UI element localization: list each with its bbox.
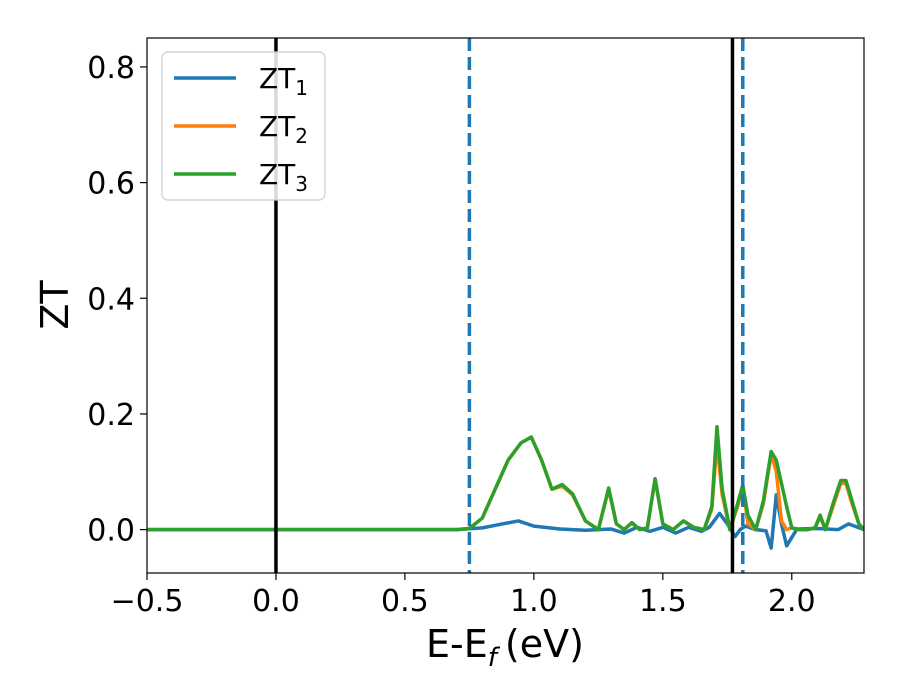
plot-lines bbox=[147, 424, 864, 550]
x-tick-label: 1.5 bbox=[639, 584, 687, 619]
y-axis-label: ZT bbox=[33, 280, 77, 330]
x-tick-label: 1.0 bbox=[510, 584, 558, 619]
x-axis-label-main: E-E bbox=[426, 622, 488, 666]
y-tick-label: 0.0 bbox=[87, 514, 135, 549]
legend-label-subscript: 2 bbox=[295, 124, 308, 148]
plot-frame bbox=[146, 37, 865, 574]
legend-label-zt3: ZT3 bbox=[259, 158, 308, 196]
x-axis-label-unit: (eV) bbox=[505, 622, 584, 666]
legend-label-subscript: 1 bbox=[295, 76, 308, 100]
x-axis-ticks: −0.5 0.0 0.5 1.0 1.5 2.0 bbox=[111, 573, 816, 619]
y-tick-label: 0.6 bbox=[87, 167, 135, 202]
y-axis-ticks: 0.0 0.2 0.4 0.6 0.8 bbox=[87, 51, 147, 549]
legend-label-subscript: 3 bbox=[295, 172, 308, 196]
legend-label-zt1: ZT1 bbox=[259, 62, 308, 100]
x-tick-label: 2.0 bbox=[768, 584, 816, 619]
x-tick-label: −0.5 bbox=[111, 584, 184, 619]
legend-label-main: ZT bbox=[259, 158, 296, 191]
y-tick-label: 0.8 bbox=[87, 51, 135, 86]
x-tick-label: 0.0 bbox=[252, 584, 300, 619]
legend-label-main: ZT bbox=[259, 62, 296, 95]
x-axis-label: E-Ef (eV) bbox=[426, 622, 584, 673]
legend-label-main: ZT bbox=[259, 110, 296, 143]
legend-label-zt2: ZT2 bbox=[259, 110, 308, 148]
legend-box bbox=[161, 51, 326, 201]
x-tick-label: 0.5 bbox=[381, 584, 429, 619]
series-line-zt3 bbox=[147, 424, 864, 532]
y-tick-label: 0.4 bbox=[87, 282, 135, 317]
series-line-zt1 bbox=[147, 493, 864, 550]
y-tick-label: 0.2 bbox=[87, 398, 135, 433]
